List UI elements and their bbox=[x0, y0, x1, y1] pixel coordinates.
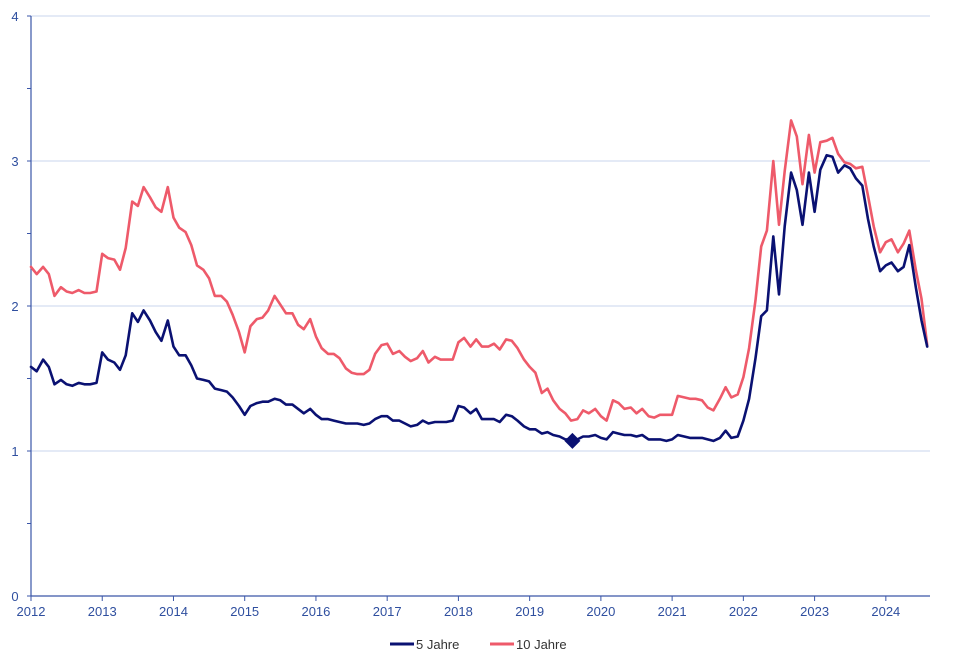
x-tick-label-2016: 2016 bbox=[301, 604, 330, 619]
x-tick-label-2021: 2021 bbox=[658, 604, 687, 619]
x-tick-label-2014: 2014 bbox=[159, 604, 188, 619]
diamond-marker bbox=[564, 432, 581, 449]
markers bbox=[564, 432, 581, 449]
y-tick-label-2: 2 bbox=[11, 299, 18, 314]
y-tick-label-3: 3 bbox=[11, 154, 18, 169]
x-tick-label-2013: 2013 bbox=[88, 604, 117, 619]
x-tick-label-2023: 2023 bbox=[800, 604, 829, 619]
x-tick-label-2022: 2022 bbox=[729, 604, 758, 619]
x-axis-ticks: 2012 2013 2014 2015 2016 2017 2018 2019 2020 2021… bbox=[17, 596, 900, 619]
y-axis-ticks: 0 1 2 3 4 bbox=[11, 9, 31, 604]
legend-label-5-jahre: 5 Jahre bbox=[416, 637, 459, 652]
y-tick-label-4: 4 bbox=[11, 9, 18, 24]
series-line-5-jahre bbox=[29, 153, 929, 443]
gridlines bbox=[31, 15, 930, 452]
x-tick-label-2015: 2015 bbox=[230, 604, 259, 619]
legend: 5 Jahre 10 Jahre bbox=[390, 637, 567, 652]
x-tick-label-2017: 2017 bbox=[373, 604, 402, 619]
x-tick-label-2012: 2012 bbox=[17, 604, 46, 619]
y-tick-label-1: 1 bbox=[11, 444, 18, 459]
x-tick-label-2024: 2024 bbox=[871, 604, 900, 619]
x-tick-label-2019: 2019 bbox=[515, 604, 544, 619]
series-lines bbox=[29, 119, 929, 443]
x-tick-label-2018: 2018 bbox=[444, 604, 473, 619]
series-line-10-jahre bbox=[29, 119, 929, 422]
y-tick-label-0: 0 bbox=[11, 589, 18, 604]
x-tick-label-2020: 2020 bbox=[586, 604, 615, 619]
legend-label-10-jahre: 10 Jahre bbox=[516, 637, 567, 652]
